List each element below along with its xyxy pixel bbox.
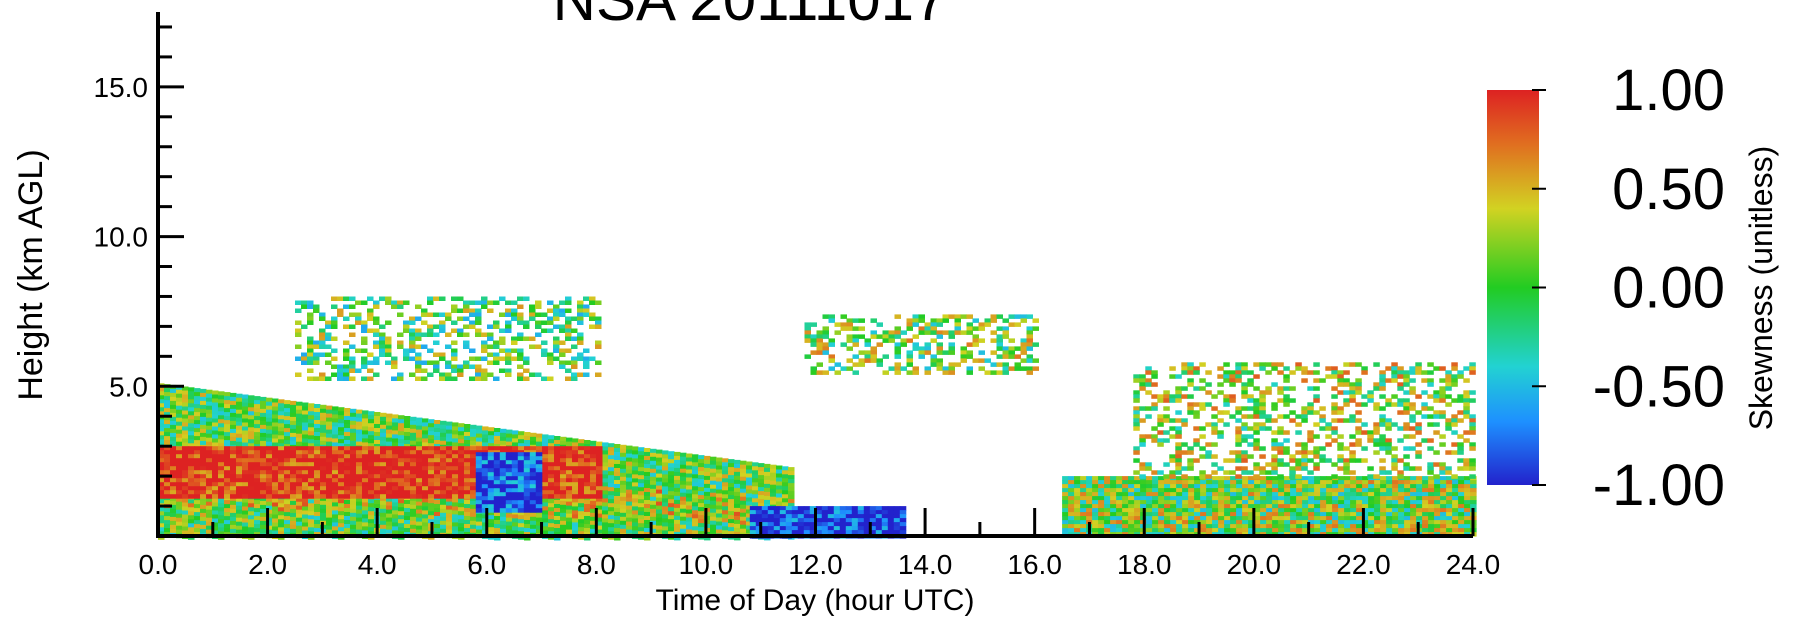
x-tick-label: 20.0: [1227, 549, 1282, 580]
x-tick-label: 6.0: [467, 549, 506, 580]
colorbar-tick-label: -1.00: [1593, 453, 1725, 518]
y-axis-label: Height (km AGL): [12, 149, 50, 400]
chart-title: NSA 20111017: [553, 0, 948, 33]
colorbar-label: Skewness (unitless): [1743, 146, 1779, 431]
x-tick-label: 14.0: [898, 549, 953, 580]
axis-ticks: [156, 25, 1475, 538]
x-tick-label: 2.0: [248, 549, 287, 580]
feature-virga-streaks: [1133, 362, 1476, 479]
colorbar-ticks: 1.00 0.50 0.00 -0.50 -1.00: [1532, 58, 1725, 518]
colorbar-tick-label: -0.50: [1593, 354, 1725, 419]
x-tick-label: 24.0: [1446, 549, 1501, 580]
colorbar: [1487, 90, 1539, 485]
x-tick-labels: 0.0 2.0 4.0 6.0 8.0 10.0 12.0 14.0 16.0 18.0 20.0 2…: [139, 549, 1501, 580]
y-tick-labels: 5.0 10.0 15.0: [94, 72, 149, 402]
x-tick-label: 22.0: [1336, 549, 1391, 580]
x-tick-label: 10.0: [679, 549, 734, 580]
x-tick-label: 8.0: [577, 549, 616, 580]
x-axis-label: Time of Day (hour UTC): [656, 584, 975, 617]
y-tick-label: 5.0: [109, 371, 148, 402]
colorbar-tick-label: 0.50: [1612, 157, 1725, 222]
x-tick-label: 12.0: [788, 549, 843, 580]
feature-low-cloud-deck: [1062, 476, 1477, 537]
x-tick-label: 18.0: [1117, 549, 1172, 580]
feature-blue-negative-skew-patch: [475, 452, 543, 513]
colorbar-tick-label: 0.00: [1612, 256, 1725, 321]
x-tick-label: 16.0: [1007, 549, 1062, 580]
feature-red-high-skew-layer: [158, 446, 603, 499]
feature-elevated-cirrus: [295, 296, 602, 381]
colorbar-tick-label: 1.00: [1612, 58, 1725, 123]
x-tick-label: 4.0: [358, 549, 397, 580]
y-tick-label: 10.0: [94, 222, 149, 253]
x-tick-label: 0.0: [139, 549, 178, 580]
y-tick-label: 15.0: [94, 72, 149, 103]
feature-blue-negative-skew-patch: [749, 506, 907, 539]
skewness-field: [158, 296, 1477, 541]
feature-midlevel-cloud: [804, 314, 1039, 375]
